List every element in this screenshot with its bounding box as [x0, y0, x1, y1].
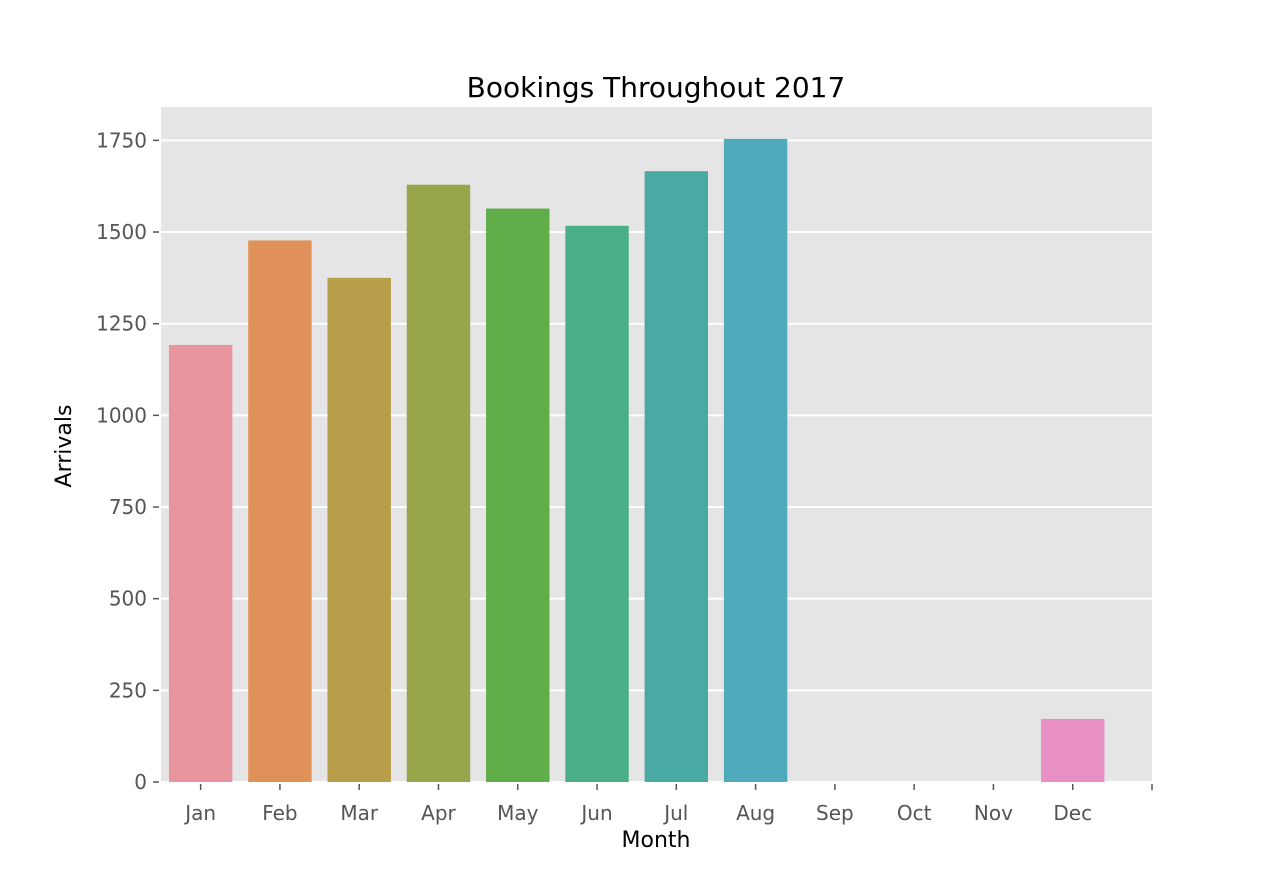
y-tick-label: 1500 — [96, 220, 147, 244]
bar-apr — [406, 184, 471, 782]
x-tick-label: Jan — [183, 801, 216, 825]
bar-may — [486, 208, 550, 782]
x-tick-label: May — [497, 801, 539, 825]
chart-title: Bookings Throughout 2017 — [467, 71, 846, 104]
y-tick-label: 250 — [109, 678, 147, 702]
x-tick-label: Dec — [1053, 801, 1092, 825]
y-tick-label: 750 — [109, 495, 147, 519]
bar-dec — [1041, 718, 1105, 782]
x-axis-label: Month — [622, 828, 691, 853]
bar-feb — [248, 240, 312, 782]
x-tick-label: Jun — [579, 801, 612, 825]
x-tick-label: Mar — [340, 801, 379, 825]
x-tick-label: Jul — [662, 801, 688, 825]
y-tick-label: 0 — [134, 770, 147, 794]
y-axis: 0 250 500 750 1000 1250 1500 1750 — [96, 128, 159, 794]
y-tick-label: 1000 — [96, 403, 147, 427]
x-tick-label: Aug — [736, 801, 775, 825]
y-axis-label: Arrivals — [52, 405, 77, 488]
y-tick-label: 1250 — [96, 312, 147, 336]
bar-aug — [723, 138, 788, 782]
bar-mar — [327, 277, 391, 782]
x-axis: Jan Feb Mar Apr May Jun Jul Aug Sep Oct Nov Dec — [183, 784, 1153, 825]
y-tick-label: 500 — [109, 587, 147, 611]
x-tick-label: Feb — [262, 801, 297, 825]
x-tick-label: Nov — [974, 801, 1013, 825]
bar-jul — [644, 171, 709, 782]
y-tick-label: 1750 — [96, 128, 147, 152]
bar-jun — [565, 225, 629, 782]
x-tick-label: Sep — [816, 801, 854, 825]
x-tick-label: Apr — [421, 801, 456, 825]
bar-jan — [168, 344, 233, 782]
bars — [168, 138, 1105, 782]
x-tick-label: Oct — [897, 801, 932, 825]
